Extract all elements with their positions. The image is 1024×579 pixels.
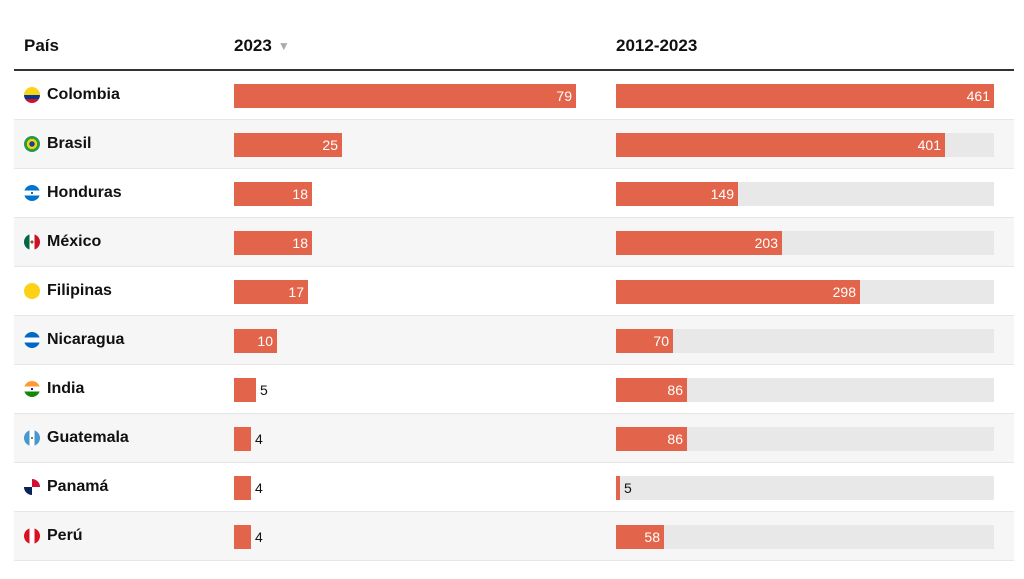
value-2023-track: 18 [234,231,576,255]
value-2023-value-label: 10 [257,333,273,349]
value-2012-2023-value-label: 149 [710,186,734,202]
value-2012-2023-value-label: 5 [624,480,632,496]
value-2012-2023-value-label: 298 [832,284,856,300]
header-2012-2023[interactable]: 2012-2023 [616,36,698,55]
value-2012-2023-value-label: 203 [754,235,778,251]
table-row: India 5 86 [14,365,1014,414]
value-2012-2023-track: 70 [616,329,994,353]
value-2023-bar [234,329,277,353]
country-name: Perú [47,527,83,544]
value-2012-2023-bar [616,476,620,500]
header-2023-label: 2023 [234,36,272,55]
value-2012-2023-bar [616,231,782,255]
value-2023-value-label: 4 [255,431,263,447]
country-name: Filipinas [47,282,112,299]
guatemala-flag-icon [24,430,40,446]
value-2023-track: 10 [234,329,576,353]
value-2023-track: 4 [234,525,576,549]
value-2023-track: 5 [234,378,576,402]
value-2023-track: 18 [234,182,576,206]
value-2023-bar [234,231,312,255]
value-2023-value-label: 4 [255,480,263,496]
value-2023-bar [234,427,251,451]
country-name: Nicaragua [47,331,125,348]
country-name: Brasil [47,135,92,152]
value-2012-2023-track: 401 [616,133,994,157]
value-2012-2023-value-label: 401 [917,137,941,153]
value-2012-2023-bar [616,525,664,549]
value-2012-2023-bar [616,133,945,157]
value-2023-value-label: 5 [260,382,268,398]
value-2023-value-label: 25 [322,137,338,153]
value-2023-track: 4 [234,476,576,500]
table-row: Nicaragua 10 70 [14,316,1014,365]
honduras-flag-icon [24,185,40,201]
value-2023-bar [234,280,308,304]
country-name: Guatemala [47,429,129,446]
value-2012-2023-track: 5 [616,476,994,500]
value-2012-2023-bar [616,182,738,206]
country-name: India [47,380,85,397]
country-name: Honduras [47,184,122,201]
peru-flag-icon [24,528,40,544]
value-2023-value-label: 18 [292,186,308,202]
value-2012-2023-bar [616,84,994,108]
value-2012-2023-value-label: 86 [667,382,683,398]
value-2012-2023-value-label: 461 [966,88,990,104]
value-2023-track: 4 [234,427,576,451]
data-table: País 2023 ▼ 2012-2023 Colombia 79 461 Brasil… [14,0,1014,561]
brazil-flag-icon [24,136,40,152]
mexico-flag-icon [24,234,40,250]
value-2012-2023-value-label: 70 [653,333,669,349]
value-2012-2023-track: 203 [616,231,994,255]
value-2023-value-label: 4 [255,529,263,545]
value-2023-value-label: 17 [288,284,304,300]
value-2012-2023-track: 86 [616,427,994,451]
value-2023-value-label: 79 [556,88,572,104]
table-header: País 2023 ▼ 2012-2023 [14,0,1014,71]
panama-flag-icon [24,479,40,495]
table-body: Colombia 79 461 Brasil 25 401 Honduras 18 149 Méx… [14,71,1014,561]
value-2012-2023-track: 149 [616,182,994,206]
sort-desc-icon[interactable]: ▼ [277,39,290,53]
value-2012-2023-bar [616,280,860,304]
philippines-flag-icon [24,283,40,299]
table-row: Brasil 25 401 [14,120,1014,169]
value-2023-track: 17 [234,280,576,304]
value-2012-2023-track: 58 [616,525,994,549]
country-name: Panamá [47,478,109,495]
table-row: Filipinas 17 298 [14,267,1014,316]
india-flag-icon [24,381,40,397]
table-row: Guatemala 4 86 [14,414,1014,463]
value-2023-bar [234,182,312,206]
value-2023-track: 79 [234,84,576,108]
value-2023-bar [234,525,251,549]
value-2023-bar [234,133,342,157]
value-2023-track: 25 [234,133,576,157]
table-row: México 18 203 [14,218,1014,267]
value-2012-2023-track: 86 [616,378,994,402]
value-2023-value-label: 18 [292,235,308,251]
table-row: Panamá 4 5 [14,463,1014,512]
nicaragua-flag-icon [24,332,40,348]
value-2012-2023-value-label: 58 [644,529,660,545]
table-row: Perú 4 58 [14,512,1014,561]
value-2012-2023-track: 461 [616,84,994,108]
table-row: Honduras 18 149 [14,169,1014,218]
header-country[interactable]: País [24,36,59,55]
value-2012-2023-value-label: 86 [667,431,683,447]
value-2012-2023-track: 298 [616,280,994,304]
value-2012-2023-bar [616,427,687,451]
header-2023[interactable]: 2023 ▼ [234,36,290,56]
country-name: Colombia [47,86,120,103]
country-name: México [47,233,102,250]
value-2023-bar [234,84,576,108]
value-2023-bar [234,476,251,500]
value-2012-2023-bar [616,378,687,402]
value-2012-2023-bar [616,329,673,353]
value-2023-bar [234,378,256,402]
colombia-flag-icon [24,87,40,103]
table-row: Colombia 79 461 [14,71,1014,120]
